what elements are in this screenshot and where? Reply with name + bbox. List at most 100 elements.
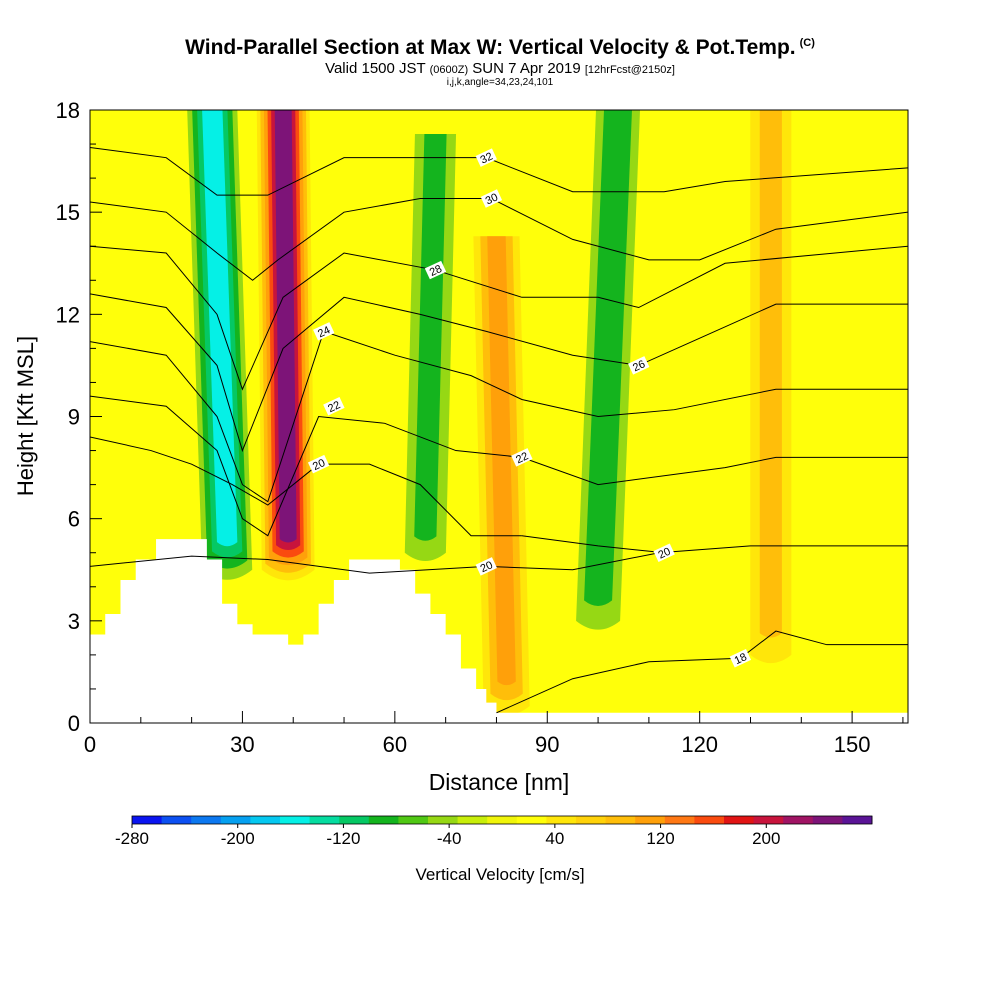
colorbar-tick-label: 120 [646, 829, 674, 848]
colorbar-segment [635, 816, 666, 824]
colorbar-segment [457, 816, 488, 824]
contour-label-text: 30 [484, 191, 500, 207]
x-axis-label: Distance [nm] [429, 769, 570, 795]
contour-label-text: 26 [631, 358, 647, 374]
contour-label: 20 [475, 557, 497, 576]
colorbar-segment [812, 816, 843, 824]
contour-label-box [313, 322, 335, 341]
theta-contour-line [90, 198, 908, 281]
contour-label-text: 20 [479, 559, 495, 575]
colorbar-segment [250, 816, 281, 824]
chart-subtitle: Valid 1500 JST (0600Z) SUN 7 Apr 2019 [1… [0, 60, 1000, 77]
contour-label-text: 32 [479, 151, 495, 167]
colorbar-label: Vertical Velocity [cm/s] [415, 865, 584, 884]
contour-label-text: 20 [311, 457, 327, 473]
colorbar-segment [783, 816, 814, 824]
colorbar-frame [131, 815, 873, 825]
x-tick-label: 30 [230, 732, 254, 757]
theta-contour-line [521, 535, 665, 554]
updraft-band [274, 110, 297, 543]
colorbar-segment [842, 816, 873, 824]
colorbar-segment [546, 816, 577, 824]
colorbar-tick-label: -280 [115, 829, 149, 848]
y-axis-label: Height [Kft MSL] [13, 336, 38, 496]
terrain-profile [90, 539, 908, 723]
colorbar-segment [694, 816, 725, 824]
colorbar-segment [605, 816, 636, 824]
colorbar-segment [428, 816, 459, 824]
x-tick-label: 150 [834, 732, 871, 757]
contour-label-text: 22 [514, 450, 530, 466]
contour-label: 18 [729, 649, 752, 668]
colorbar-segment [664, 816, 695, 824]
contour-label-box [475, 148, 497, 167]
colorbar-segment [280, 816, 311, 824]
contour-label: 22 [323, 397, 345, 416]
colorbar-tick-label: 200 [752, 829, 780, 848]
contour-label-text: 24 [316, 324, 332, 340]
colorbar-segment [339, 816, 370, 824]
contour-label: 20 [307, 454, 330, 474]
colorbar-segment [132, 816, 163, 824]
x-tick-label: 120 [681, 732, 718, 757]
colorbar-segment [398, 816, 429, 824]
updraft-band [487, 236, 516, 686]
contour-label-box [628, 356, 650, 375]
grid-indices: i,j,k,angle=34,23,24,101 [446, 77, 554, 88]
y-tick-label: 6 [68, 507, 80, 532]
colorbar-segment [309, 816, 340, 824]
valid-prefix: Valid 1500 JST [325, 60, 426, 77]
colorbar-tick-label: -200 [221, 829, 255, 848]
contour-label-box [307, 454, 330, 474]
axes: 0 30 60 90 120 150 0 3 6 9 12 15 18 [56, 98, 904, 757]
downdraft-band [414, 134, 447, 541]
y-tick-label: 18 [56, 98, 80, 123]
colorbar-tick-label: -40 [437, 829, 462, 848]
colorbar-segment [576, 816, 607, 824]
contour-label: 26 [628, 356, 650, 375]
colorbar-segment [753, 816, 784, 824]
contour-label-box [653, 543, 675, 562]
contour-label: 22 [511, 448, 533, 467]
colorbar-segment [368, 816, 399, 824]
downdraft-band [584, 110, 632, 606]
contour-label-box [480, 189, 503, 208]
colorbar-segment [516, 816, 547, 824]
contour-label: 28 [424, 260, 447, 280]
contour-label-box [729, 649, 752, 668]
colorbar-tick-label: 40 [545, 829, 564, 848]
colorbar-segment [220, 816, 251, 824]
x-tick-label: 90 [535, 732, 559, 757]
contour-label: 30 [480, 189, 503, 208]
contour-label-text: 20 [656, 546, 672, 562]
theta-contour-line [90, 330, 908, 503]
theta-contour-line [90, 146, 908, 196]
y-tick-label: 9 [68, 405, 80, 430]
x-tick-label: 60 [383, 732, 407, 757]
colorbar-segment [161, 816, 192, 824]
theta-contour-line [90, 245, 908, 391]
contour-labels: 18 20 20 20 22 22 24 26 28 30 32 [307, 148, 752, 668]
valid-utc: (0600Z) [429, 64, 469, 76]
chart-title: Wind-Parallel Section at Max W: Vertical… [0, 36, 1000, 60]
y-tick-label: 12 [56, 302, 80, 327]
contour-label-box [424, 260, 447, 280]
colorbar-tick-label: -120 [326, 829, 360, 848]
colorbar-segment [191, 816, 222, 824]
colorbar: -280 -200 -120 -40 40 120 200 [115, 815, 873, 848]
y-tick-label: 3 [68, 609, 80, 634]
contour-label: 32 [475, 148, 497, 167]
contour-label-text: 28 [428, 263, 444, 279]
updraft-band [759, 110, 782, 638]
contour-label-text: 22 [326, 399, 342, 415]
chart-title-text: Wind-Parallel Section at Max W: Vertical… [185, 36, 796, 59]
theta-contour-line [90, 436, 522, 537]
colorbar-segment [487, 816, 518, 824]
valid-date: SUN 7 Apr 2019 [472, 60, 581, 77]
contour-label-box [511, 448, 533, 467]
theta-contour-line [90, 395, 908, 537]
terrain-mask [90, 539, 908, 723]
contour-label-text: 18 [733, 651, 749, 667]
copyright-mark: (C) [799, 37, 815, 49]
contour-label: 20 [653, 543, 675, 562]
